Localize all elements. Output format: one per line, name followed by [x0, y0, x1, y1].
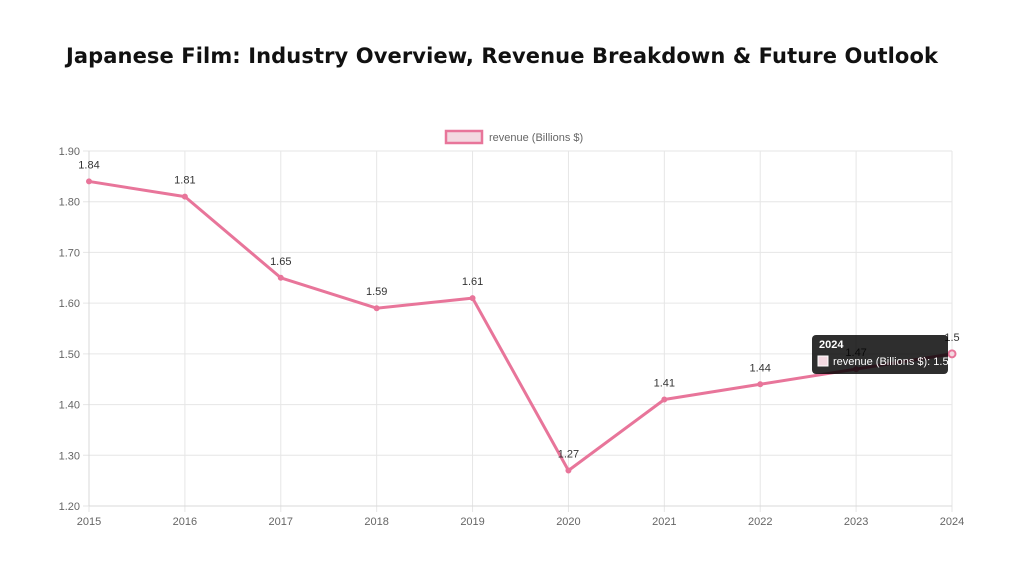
data-point[interactable]: [757, 381, 764, 388]
data-labels: 1.841.811.651.591.611.271.411.441.471.5: [78, 159, 959, 460]
data-label: 1.44: [750, 362, 771, 374]
data-label: 1.5: [944, 332, 959, 344]
data-label: 1.65: [270, 256, 291, 268]
x-tick-label: 2020: [556, 516, 580, 528]
y-tick-label: 1.30: [59, 450, 80, 462]
x-tick-label: 2019: [460, 516, 484, 528]
y-tick-label: 1.70: [59, 247, 80, 259]
data-point[interactable]: [661, 396, 668, 403]
tooltip-text: revenue (Billions $): 1.5: [833, 356, 949, 368]
data-point[interactable]: [565, 467, 572, 474]
data-point[interactable]: [469, 295, 476, 302]
data-label: 1.41: [654, 378, 675, 390]
x-tick-label: 2023: [844, 516, 868, 528]
data-point[interactable]: [181, 193, 188, 200]
page-title: Japanese Film: Industry Overview, Revenu…: [65, 44, 939, 68]
chart-legend[interactable]: revenue (Billions $): [444, 129, 583, 145]
x-tick-label: 2018: [364, 516, 388, 528]
y-tick-label: 1.90: [59, 146, 80, 158]
chart-tooltip: 2024 revenue (Billions $): 1.5: [812, 335, 949, 374]
legend-label: revenue (Billions $): [489, 132, 583, 144]
y-tick-label: 1.80: [59, 197, 80, 209]
y-tick-label: 1.20: [59, 501, 80, 513]
y-axis: 1.20 1.30 1.40 1.50 1.60 1.70 1.80 1.90: [59, 146, 90, 513]
x-tick-label: 2021: [652, 516, 676, 528]
data-point[interactable]: [947, 349, 957, 359]
tooltip-swatch: [817, 355, 829, 367]
data-label: 1.84: [78, 159, 99, 171]
data-label: 1.59: [366, 286, 387, 298]
data-point[interactable]: [277, 274, 284, 281]
data-point[interactable]: [373, 305, 380, 312]
x-tick-label: 2017: [269, 516, 293, 528]
y-tick-label: 1.60: [59, 298, 80, 310]
x-tick-label: 2016: [173, 516, 197, 528]
x-tick-label: 2022: [748, 516, 772, 528]
data-label: 1.27: [558, 449, 579, 461]
tooltip-title: 2024: [819, 339, 844, 351]
legend-swatch: [444, 129, 484, 145]
series-revenue: [86, 178, 957, 474]
y-tick-label: 1.40: [59, 400, 80, 412]
x-tick-label: 2015: [77, 516, 101, 528]
data-label: 1.61: [462, 276, 483, 288]
y-tick-label: 1.50: [59, 349, 80, 361]
x-axis: 2015 2016 2017 2018 2019 2020 2021 2022 2023 2024: [77, 505, 964, 528]
data-point[interactable]: [86, 178, 92, 185]
x-tick-label: 2024: [940, 516, 964, 528]
chart-grid: [83, 150, 953, 512]
series-line: [87, 179, 954, 472]
data-label: 1.81: [174, 175, 195, 187]
tooltip-box: [812, 335, 948, 374]
